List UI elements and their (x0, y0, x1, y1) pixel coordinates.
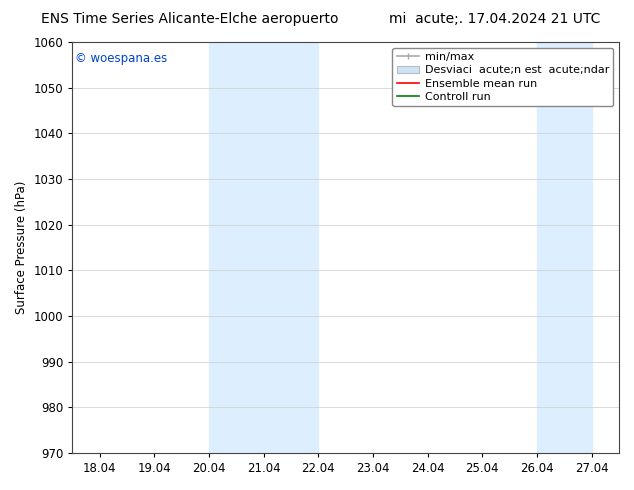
Bar (537, 42, 592, 453)
Text: ENS Time Series Alicante-Elche aeropuerto: ENS Time Series Alicante-Elche aeropuert… (41, 12, 339, 26)
Text: mi  acute;. 17.04.2024 21 UTC: mi acute;. 17.04.2024 21 UTC (389, 12, 600, 26)
Legend: min/max, Desviaci  acute;n est  acute;ndar, Ensemble mean run, Controll run: min/max, Desviaci acute;n est acute;ndar… (392, 48, 614, 106)
Bar (209, 42, 318, 453)
Y-axis label: Surface Pressure (hPa): Surface Pressure (hPa) (15, 181, 28, 314)
Text: © woespana.es: © woespana.es (75, 52, 167, 65)
